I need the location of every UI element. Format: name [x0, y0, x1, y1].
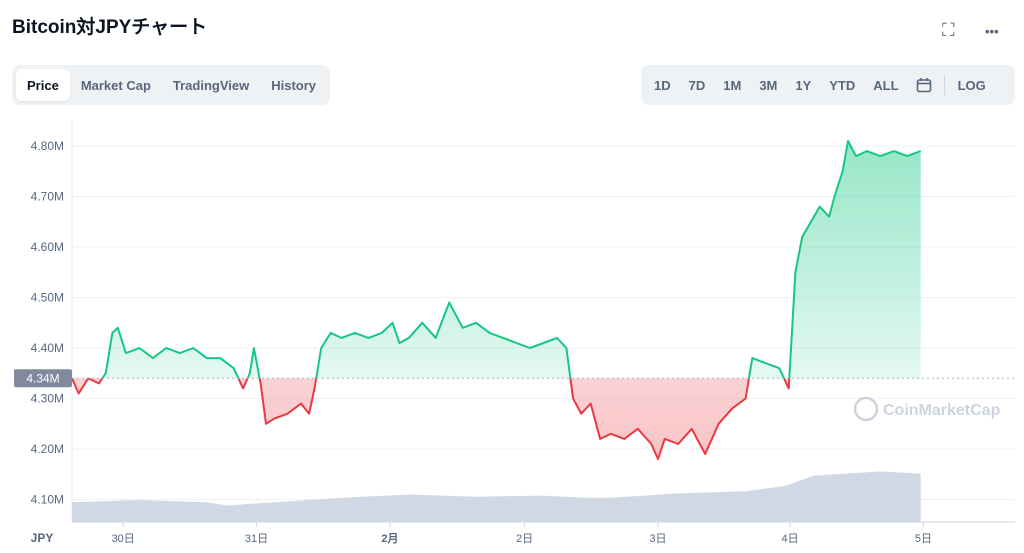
x-tick-label: 2日	[516, 533, 533, 545]
log-scale-toggle[interactable]: LOG	[957, 77, 986, 93]
price-area-up	[102, 141, 921, 379]
range-7d[interactable]: 7D	[688, 77, 706, 93]
range-all[interactable]: ALL	[873, 77, 899, 93]
y-tick-label: 4.70M	[31, 190, 64, 204]
y-tick-label: 4.30M	[31, 392, 64, 406]
chart-type-tabs: Price Market Cap TradingView History	[12, 65, 330, 105]
x-tick-label: 4日	[781, 533, 798, 545]
x-tick-label: 5日	[915, 533, 932, 545]
time-range-tabs: 1D 7D 1M 3M 1Y YTD ALL LOG	[641, 65, 1015, 105]
y-tick-label: 4.10M	[31, 493, 64, 507]
range-3m[interactable]: 3M	[759, 77, 778, 93]
range-1d[interactable]: 1D	[654, 77, 671, 93]
currency-label: JPY	[31, 531, 54, 545]
y-tick-label: 4.40M	[31, 341, 64, 355]
tab-market-cap[interactable]: Market Cap	[80, 77, 151, 93]
page-title: Bitcoin対JPYチャート	[12, 17, 208, 38]
x-tick-label: 30日	[112, 533, 135, 545]
range-1m[interactable]: 1M	[723, 77, 742, 93]
calendar-icon[interactable]	[908, 77, 940, 93]
coinmarketcap-watermark: CoinMarketCap	[853, 396, 1001, 422]
x-tick-label: 31日	[245, 533, 268, 545]
tab-price[interactable]: Price	[16, 69, 70, 101]
range-ytd[interactable]: YTD	[829, 77, 856, 93]
coinmarketcap-logo-icon	[853, 396, 879, 422]
y-tick-label: 4.60M	[31, 240, 64, 254]
x-tick-label: 3日	[649, 533, 666, 545]
range-1y[interactable]: 1Y	[795, 77, 812, 93]
y-tick-label: 4.50M	[31, 291, 64, 305]
price-line-down	[71, 378, 791, 461]
divider	[943, 75, 945, 95]
price-line-up	[72, 140, 922, 379]
y-tick-label: 4.80M	[31, 139, 64, 153]
more-options-icon[interactable]: •••	[985, 24, 999, 39]
volume-area	[72, 471, 921, 522]
price-area-down	[72, 378, 921, 460]
y-tick-label: 4.20M	[31, 442, 64, 456]
x-tick-label: 2月	[381, 532, 398, 545]
watermark-text: CoinMarketCap	[883, 402, 1001, 419]
current-price-badge	[14, 369, 72, 388]
tab-history[interactable]: History	[271, 77, 317, 93]
tab-tradingview[interactable]: TradingView	[172, 77, 250, 93]
fullscreen-icon[interactable]: ⛶	[942, 20, 955, 40]
current-price-label: 4.34M	[26, 371, 59, 385]
